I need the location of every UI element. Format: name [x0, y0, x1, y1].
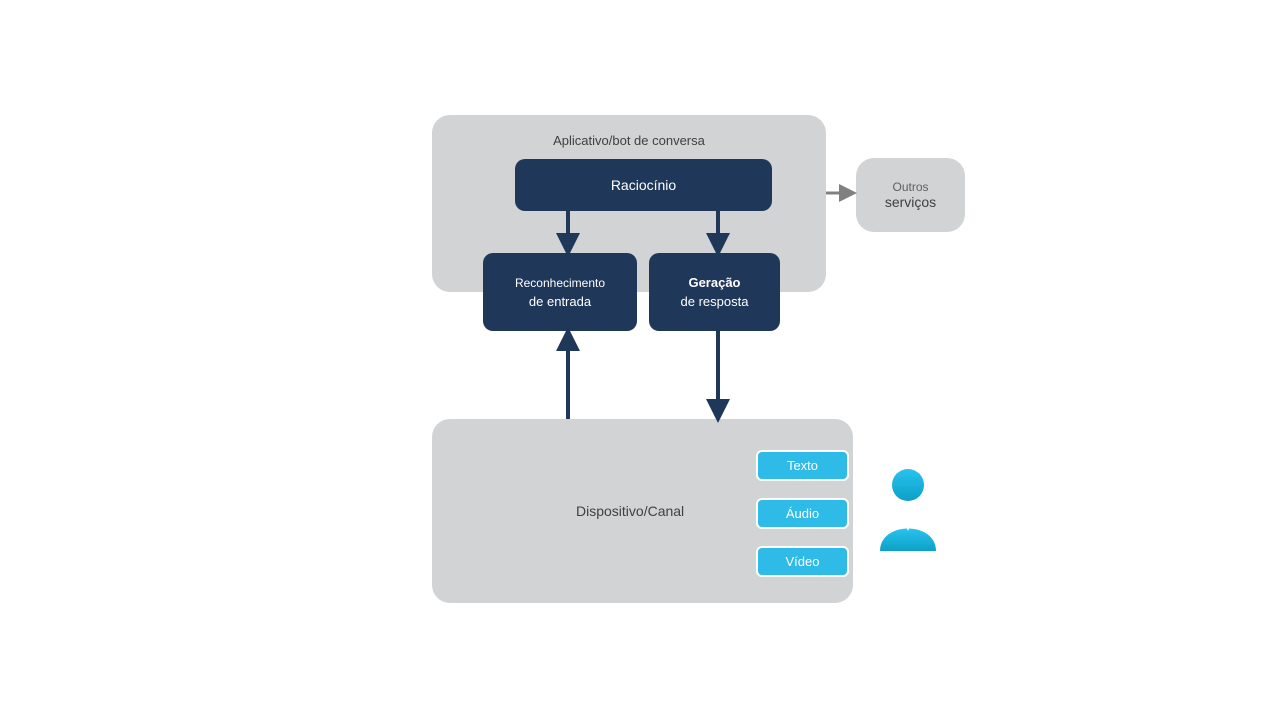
outros-line2: serviços [856, 194, 965, 210]
media-button-texto: Texto [756, 450, 849, 481]
app-title: Aplicativo/bot de conversa [432, 133, 826, 148]
geracao-node: Geração de resposta [649, 253, 780, 331]
geracao-line2: de resposta [681, 294, 749, 309]
device-label: Dispositivo/Canal [576, 503, 684, 519]
raciocinio-node: Raciocínio [515, 159, 772, 211]
reconhecimento-line2: de entrada [529, 294, 591, 309]
media-label: Vídeo [786, 554, 820, 569]
outros-servicos-node: Outros serviços [856, 158, 965, 232]
arrows-layer [0, 0, 1280, 720]
reconhecimento-node: Reconhecimento de entrada [483, 253, 637, 331]
reconhecimento-line1: Reconhecimento [515, 276, 605, 290]
media-button-audio: Áudio [756, 498, 849, 529]
media-label: Texto [787, 458, 818, 473]
outros-line1: Outros [856, 180, 965, 194]
geracao-line1: Geração [688, 275, 740, 290]
media-button-video: Vídeo [756, 546, 849, 577]
raciocinio-label: Raciocínio [611, 177, 676, 193]
media-label: Áudio [786, 506, 819, 521]
user-icon [876, 467, 940, 551]
